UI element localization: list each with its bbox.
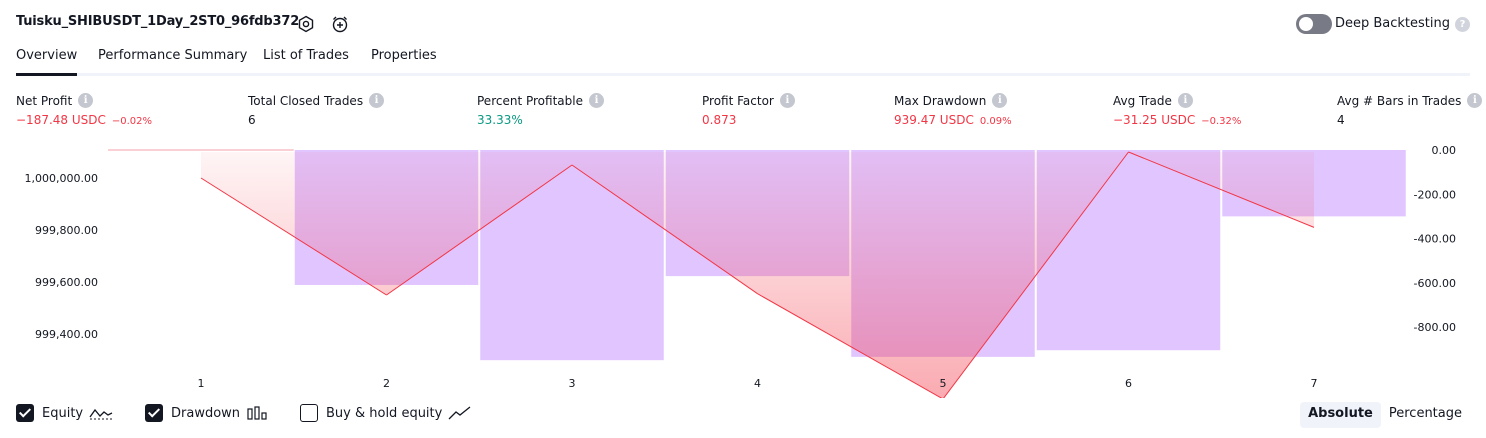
x-axis-tick-label: 3: [569, 377, 576, 390]
right-axis-tick-label: -400.00: [1414, 233, 1456, 246]
legend-buy-hold-equity[interactable]: Buy & hold equity: [300, 404, 472, 422]
right-axis-tick-label: -800.00: [1414, 321, 1456, 334]
legend-drawdown[interactable]: Drawdown: [145, 404, 270, 422]
add-alert-icon[interactable]: [330, 14, 350, 34]
tab-properties[interactable]: Properties: [371, 48, 437, 63]
info-icon[interactable]: i: [779, 93, 795, 108]
x-axis-tick-label: 7: [1311, 377, 1318, 390]
drawdown-bars-icon: [247, 406, 267, 420]
equity-loss-area: [201, 152, 1314, 398]
info-icon[interactable]: i: [369, 93, 385, 108]
equity-segment: [571, 164, 758, 295]
left-axis-tick-label: 999,400.00: [35, 328, 98, 341]
tab-bar: Overview Performance Summary List of Tra…: [16, 44, 1470, 76]
metric-label: Percent Profitable: [477, 93, 583, 108]
equity-segment: [943, 151, 1129, 398]
x-axis: 1 2 3 4 5 6 7: [198, 377, 1318, 390]
metric-avg-trade: Avg Trade i −31.25 USDC −0.32%: [1113, 93, 1241, 127]
tab-list-of-trades[interactable]: List of Trades: [263, 48, 349, 63]
equity-segment: [1128, 151, 1315, 228]
right-axis-tick-label: 0.00: [1432, 144, 1457, 157]
metric-label: Avg # Bars in Trades: [1337, 93, 1462, 108]
metric-profit-factor: Profit Factor i 0.873: [702, 93, 795, 127]
info-icon[interactable]: i: [1467, 93, 1483, 108]
toggle-knob: [1299, 17, 1313, 31]
legend-label: Equity: [42, 405, 84, 421]
legend-label: Buy & hold equity: [326, 405, 443, 421]
drawdown-checkbox[interactable]: [145, 404, 163, 422]
equity-checkbox[interactable]: [16, 404, 34, 422]
legend-label: Drawdown: [171, 405, 241, 421]
equity-segment: [757, 293, 943, 398]
metric-value: −187.48 USDC: [16, 113, 106, 127]
left-axis-tick-label: 999,800.00: [35, 224, 98, 237]
tab-performance-summary[interactable]: Performance Summary: [98, 48, 248, 63]
equity-area: [201, 152, 1314, 398]
settings-icon[interactable]: [296, 14, 316, 34]
metric-value: 4: [1337, 113, 1345, 127]
metric-net-profit: Net Profit i −187.48 USDC −0.02%: [16, 93, 152, 127]
x-axis-tick-label: 6: [1125, 377, 1132, 390]
equity-segment: [386, 164, 573, 296]
metric-value: −31.25 USDC: [1113, 113, 1196, 127]
right-axis-tick-label: -600.00: [1414, 277, 1456, 290]
left-axis-tick-label: 999,600.00: [35, 276, 98, 289]
metric-max-drawdown: Max Drawdown i 939.47 USDC 0.09%: [894, 93, 1012, 127]
equity-drawdown-chart[interactable]: 1,000,000.00 999,800.00 999,600.00 999,400.…: [0, 140, 1486, 398]
right-axis-tick-label: -200.00: [1414, 188, 1456, 201]
metric-label: Total Closed Trades: [248, 93, 364, 108]
metric-avg-bars-in-trades: Avg # Bars in Trades i 4: [1337, 93, 1483, 127]
info-icon[interactable]: i: [1177, 93, 1193, 108]
info-icon[interactable]: i: [992, 93, 1008, 108]
x-axis-tick-label: 4: [754, 377, 761, 390]
metric-label: Profit Factor: [702, 93, 774, 108]
equity-line-icon: [89, 408, 113, 420]
metric-total-closed-trades: Total Closed Trades i 6: [248, 93, 385, 127]
metric-label: Net Profit: [16, 93, 73, 108]
x-axis-tick-label: 2: [383, 377, 390, 390]
right-axis: 0.00 -200.00 -400.00 -600.00 -800.00: [1414, 144, 1456, 334]
absolute-button[interactable]: Absolute: [1300, 402, 1381, 428]
left-axis: 1,000,000.00 999,800.00 999,600.00 999,400.…: [25, 172, 98, 341]
help-icon[interactable]: ?: [1455, 17, 1470, 32]
metric-label: Avg Trade: [1113, 93, 1172, 108]
metric-value: 6: [248, 113, 256, 127]
legend-equity[interactable]: Equity: [16, 404, 113, 422]
display-mode-switch: Absolute Percentage: [1300, 402, 1470, 428]
strategy-header: Tuisku_SHIBUSDT_1Day_2ST0_96fdb372 Deep …: [16, 10, 1470, 38]
tab-overview[interactable]: Overview: [16, 48, 78, 76]
metric-percent: −0.32%: [1201, 116, 1242, 127]
metric-value: 939.47 USDC: [894, 113, 974, 127]
metric-percent: 0.09%: [979, 116, 1012, 127]
deep-backtesting-label: Deep Backtesting: [1334, 16, 1450, 31]
equity-segment: [200, 177, 387, 296]
deep-backtesting-control: Deep Backtesting ?: [1290, 14, 1470, 34]
percentage-button[interactable]: Percentage: [1388, 406, 1462, 421]
equity-line: [200, 151, 1315, 398]
buy-hold-checkbox[interactable]: [300, 404, 318, 422]
metric-percent: −0.02%: [111, 116, 153, 127]
buy-hold-line-icon: [448, 406, 471, 420]
strategy-title: Tuisku_SHIBUSDT_1Day_2ST0_96fdb372: [16, 14, 300, 29]
metric-value: 33.33%: [477, 113, 523, 127]
info-icon[interactable]: i: [78, 93, 94, 108]
metric-percent-profitable: Percent Profitable i 33.33%: [477, 93, 604, 127]
metric-label: Max Drawdown: [894, 93, 987, 108]
deep-backtesting-toggle[interactable]: [1296, 14, 1332, 34]
left-axis-tick-label: 1,000,000.00: [25, 172, 98, 185]
x-axis-tick-label: 5: [940, 377, 947, 390]
x-axis-tick-label: 1: [198, 377, 205, 390]
metric-value: 0.873: [702, 113, 737, 127]
info-icon[interactable]: i: [588, 93, 604, 108]
